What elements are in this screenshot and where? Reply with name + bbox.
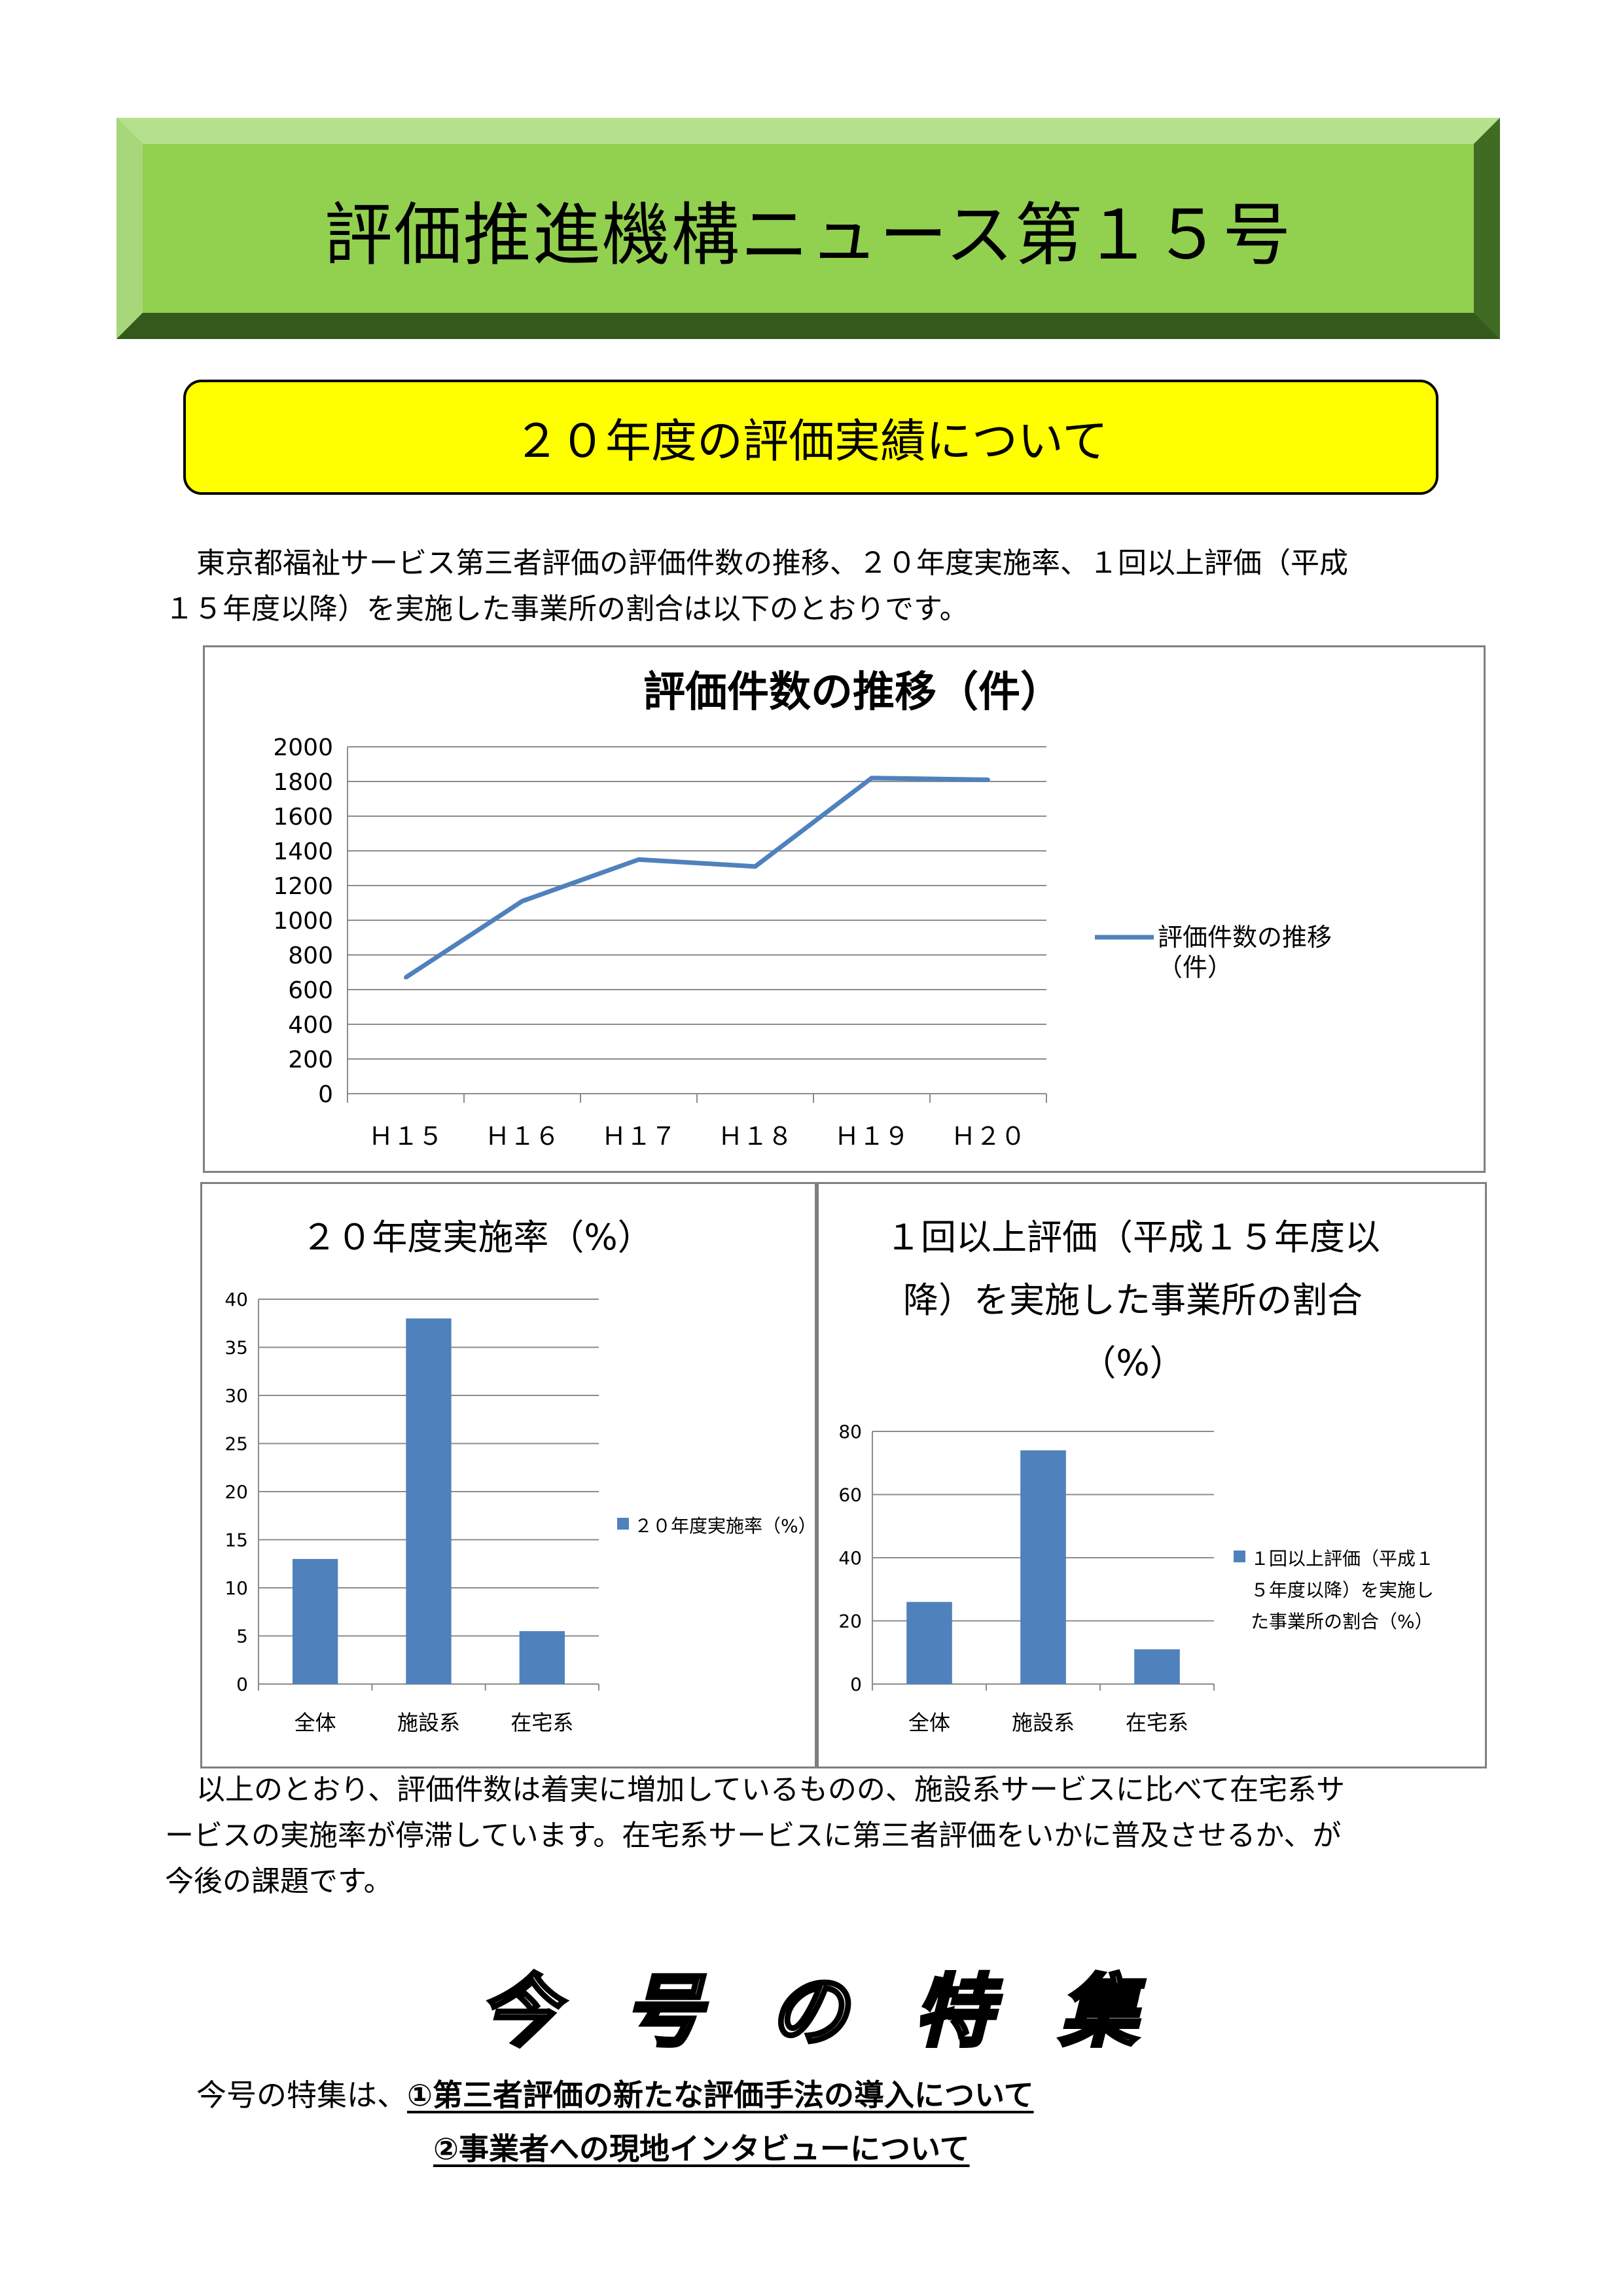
y-tick-label: 20 (224, 1481, 248, 1503)
legend-label: １回以上評価（平成１ (1251, 1548, 1434, 1570)
y-tick-label: 35 (224, 1337, 248, 1359)
data-point (986, 778, 990, 782)
bar-chart-2-svg: ２０年度実施率（%） 0 5 10 15 20 25 30 35 40 全体 施設系 在宅系 ２０年度実施… (224, 1217, 816, 1735)
legend-label: ５年度以降）を実施し (1251, 1579, 1434, 1601)
x-tick-label: 施設系 (397, 1710, 460, 1735)
line-chart-svg: 評価件数の推移（件） 0 200 400 600 800 1000 1200 1400 1600 1… (273, 668, 1332, 1151)
chart-title: （%） (1080, 1342, 1185, 1384)
intro-paragraph: 東京都福祉サービス第三者評価の評価件数の推移、２０年度実施率、１回以上評価（平成… (165, 541, 1513, 632)
legend-swatch (1234, 1551, 1245, 1562)
y-tick-label: 0 (850, 1674, 862, 1695)
special-intro: 今号の特集は、 (196, 2077, 407, 2113)
intro-line-2: １５年度以降）を実施した事業所の割合は以下のとおりです。 (165, 592, 969, 626)
bar (293, 1558, 338, 1684)
data-point (870, 776, 874, 780)
bar (1134, 1649, 1180, 1684)
y-tick-label: 1200 (273, 873, 333, 900)
series-line (404, 776, 989, 980)
special-heading-text: 今 号 の 特 集 (478, 1967, 1157, 2055)
special-line-2: ②事業者への現地インタビューについて (196, 2122, 1505, 2176)
page-title: 評価推進機構ニュース第１５号 (324, 194, 1293, 275)
y-tick-label: 1000 (273, 908, 333, 935)
x-tick-label: 在宅系 (1126, 1710, 1188, 1735)
y-tick-label: 60 (838, 1484, 862, 1506)
data-point (753, 864, 757, 869)
y-tick-label: 15 (224, 1530, 248, 1551)
y-tick-label: 600 (288, 977, 333, 1004)
bar-chart-once-evaluated-ratio: １回以上評価（平成１５年度以 降）を実施した事業所の割合 （%） 0 20 40 60 80 全… (817, 1182, 1487, 1768)
y-tick-label: 5 (236, 1626, 248, 1647)
x-tick-label: 施設系 (1012, 1710, 1075, 1735)
y-tick-label: 800 (288, 942, 333, 969)
y-tick-label: 400 (288, 1012, 333, 1039)
bar-chart-implementation-rate: ２０年度実施率（%） 0 5 10 15 20 25 30 35 40 全体 施設系 在宅系 ２０年度実施… (200, 1182, 817, 1768)
x-tick-label: Ｈ１６ (485, 1122, 560, 1151)
legend-swatch (617, 1518, 629, 1530)
special-feature-heading: 今 号 の 特 集 (458, 1964, 1178, 2060)
legend-label: ２０年度実施率（%） (634, 1515, 815, 1537)
x-tick-label: Ｈ２０ (951, 1122, 1026, 1151)
data-point (520, 899, 524, 903)
y-tick-label: 1400 (273, 838, 333, 865)
x-tick-label: 全体 (294, 1710, 336, 1735)
y-tick-label: 40 (224, 1289, 248, 1310)
section-heading: ２０年度の評価実績について (183, 380, 1438, 495)
x-tick-label: Ｈ１７ (601, 1122, 676, 1151)
chart-title: ２０年度実施率（%） (301, 1217, 652, 1258)
y-tick-label: 80 (838, 1421, 862, 1443)
chart-title: 降）を実施した事業所の割合 (903, 1280, 1363, 1321)
data-point (637, 857, 641, 862)
bar (1020, 1450, 1066, 1684)
y-tick-label: 200 (288, 1047, 333, 1073)
y-tick-label: 0 (236, 1674, 248, 1695)
conclusion-paragraph: 以上のとおり、評価件数は着実に増加しているものの、施設系サービスに比べて在宅系サ… (165, 1767, 1513, 1905)
y-tick-label: 10 (224, 1577, 248, 1599)
y-tick-label: 1600 (273, 804, 333, 831)
y-tick-label: 40 (838, 1547, 862, 1569)
line-chart-evaluation-count: 評価件数の推移（件） 0 200 400 600 800 1000 1200 1400 1600 1… (203, 645, 1486, 1173)
x-tick-label: 在宅系 (510, 1710, 573, 1735)
special-feature-text: 今号の特集は、①第三者評価の新たな評価手法の導入について ②事業者への現地インタ… (196, 2068, 1505, 2176)
x-tick-label: 全体 (908, 1710, 950, 1735)
legend-label-2: （件） (1158, 953, 1232, 982)
y-tick-label: 30 (224, 1385, 248, 1407)
data-point (404, 975, 408, 980)
bar-chart-3-svg: １回以上評価（平成１５年度以降）を実施した事業所の割合（%）020406080全… (838, 1217, 1434, 1735)
special-item-1: ①第三者評価の新たな評価手法の導入について (407, 2077, 1034, 2113)
chart-title: 評価件数の推移（件） (643, 668, 1062, 717)
bar (519, 1631, 565, 1684)
y-tick-label: 20 (838, 1611, 862, 1632)
y-tick-label: 25 (224, 1433, 248, 1455)
bar (906, 1602, 952, 1684)
special-item-2: ②事業者への現地インタビューについて (433, 2131, 970, 2166)
y-tick-label: 2000 (273, 734, 333, 761)
conclusion-line-3: 今後の課題です。 (165, 1865, 393, 1898)
conclusion-line-2: ービスの実施率が停滞しています。在宅系サービスに第三者評価をいかに普及させるか、… (165, 1819, 1342, 1852)
y-tick-label: 0 (318, 1081, 333, 1108)
legend-label: た事業所の割合（%） (1251, 1611, 1433, 1632)
x-tick-label: Ｈ１８ (718, 1122, 793, 1151)
chart-title: １回以上評価（平成１５年度以 (885, 1217, 1380, 1258)
title-banner: 評価推進機構ニュース第１５号 (116, 118, 1500, 339)
bar (406, 1318, 452, 1684)
y-tick-label: 1800 (273, 769, 333, 796)
legend-label: 評価件数の推移 (1158, 923, 1332, 952)
x-tick-label: Ｈ１９ (834, 1122, 909, 1151)
intro-line-1: 東京都福祉サービス第三者評価の評価件数の推移、２０年度実施率、１回以上評価（平成 (196, 547, 1348, 580)
x-tick-label: Ｈ１５ (368, 1122, 443, 1151)
conclusion-line-1: 以上のとおり、評価件数は着実に増加しているものの、施設系サービスに比べて在宅系サ (196, 1773, 1346, 1806)
